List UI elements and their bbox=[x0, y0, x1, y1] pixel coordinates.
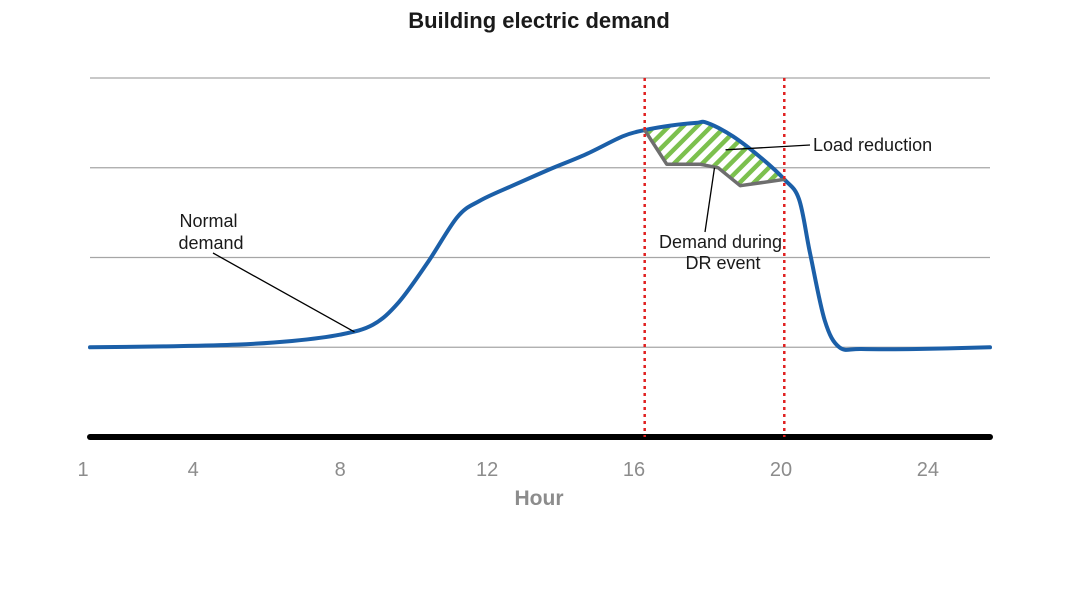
load-reduction-label: Load reduction bbox=[813, 135, 932, 155]
x-tick-12: 12 bbox=[476, 459, 498, 481]
x-tick-16: 16 bbox=[623, 459, 645, 481]
chart-title: Building electric demand bbox=[408, 8, 670, 33]
normal-demand-line bbox=[88, 119, 992, 352]
dr-event-line bbox=[642, 128, 787, 188]
x-tick-24: 24 bbox=[917, 459, 939, 481]
dr-event-line-1: Demand during bbox=[659, 232, 782, 252]
normal-demand-leader bbox=[212, 252, 355, 333]
normal-demand-line-2: demand bbox=[178, 233, 243, 253]
x-tick-4: 4 bbox=[188, 459, 199, 481]
dr-event-leader bbox=[704, 167, 716, 233]
normal-demand-label: Normal demand bbox=[178, 211, 243, 253]
x-axis-label: Hour bbox=[515, 487, 564, 510]
dr-event-label: Demand during DR event bbox=[659, 232, 787, 273]
normal-demand-line-1: Normal bbox=[179, 211, 237, 231]
x-tick-1: 1 bbox=[77, 459, 88, 481]
load-reduction-line-1: Load reduction bbox=[813, 135, 932, 155]
series-lines bbox=[88, 119, 992, 352]
x-tick-20: 20 bbox=[770, 459, 792, 481]
annotations: Normal demand Load reduction Demand duri… bbox=[178, 135, 932, 333]
x-tick-8: 8 bbox=[335, 459, 346, 481]
load-reduction-leader bbox=[725, 144, 811, 151]
x-tick-labels: 1 4 8 12 16 20 24 bbox=[77, 459, 939, 481]
load-reduction-area bbox=[644, 122, 785, 186]
dr-event-line-2: DR event bbox=[685, 253, 760, 273]
